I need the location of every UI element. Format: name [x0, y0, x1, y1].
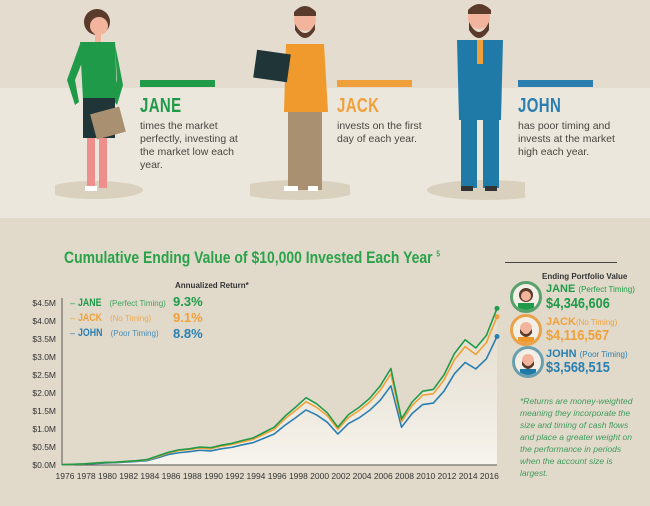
y-tick-label: $4.5M	[32, 298, 56, 308]
x-tick-label: 2006	[374, 471, 393, 481]
panel-divider	[505, 262, 617, 263]
x-tick-label: 1978	[77, 471, 96, 481]
x-tick-label: 2016	[480, 471, 499, 481]
y-tick-label: $1.5M	[32, 406, 56, 416]
legend-jack-name: JACK	[77, 312, 102, 324]
jane-color-bar	[140, 80, 215, 87]
y-tick-label: $2.0M	[32, 388, 56, 398]
jack-illustration	[250, 6, 350, 200]
jack-ending-value: $4,116,567	[546, 327, 610, 344]
legend-john-label: (Poor Timing)	[110, 329, 159, 338]
x-tick-label: 1984	[140, 471, 159, 481]
john-return: 8.8%	[173, 326, 203, 341]
john-ending-value: $3,568,515	[546, 359, 610, 376]
jane-ending-name: JANE (Perfect Timing)	[546, 283, 635, 295]
annualized-return-header: Annualized Return*	[175, 281, 249, 290]
jack-avatar	[510, 314, 542, 346]
end-point-john	[494, 333, 500, 339]
jack-return: 9.1%	[173, 310, 203, 325]
jane-avatar	[510, 281, 542, 313]
john-avatar	[512, 346, 544, 378]
john-ending-name-text: JOHN	[546, 348, 577, 360]
jane-ending-value: $4,346,606	[546, 295, 610, 312]
title-footnote-marker: 5	[436, 249, 441, 259]
returns-footnote: *Returns are money-weighted meaning they…	[520, 396, 633, 478]
x-tick-label: 1992	[225, 471, 244, 481]
x-tick-label: 1994	[247, 471, 266, 481]
y-tick-label: $0.0M	[32, 460, 56, 470]
x-tick-label: 1996	[268, 471, 287, 481]
chart-title: Cumulative Ending Value of $10,000 Inves…	[64, 248, 440, 268]
x-tick-label: 2014	[459, 471, 478, 481]
y-tick-label: $1.0M	[32, 424, 56, 434]
legend-jane: – JANE (Perfect Timing)	[70, 297, 166, 309]
jack-ending-name: JACK(No Timing)	[546, 316, 617, 328]
john-name: JOHN	[518, 95, 562, 117]
y-tick-label: $2.5M	[32, 370, 56, 380]
x-tick-label: 2000	[310, 471, 329, 481]
chart-title-text: Cumulative Ending Value of $10,000 Inves…	[64, 248, 433, 267]
ending-value-header: Ending Portfolio Value	[542, 272, 628, 281]
legend-john-name: JOHN	[77, 327, 102, 339]
jack-name: JACK	[337, 95, 380, 117]
jane-name: JANE	[140, 95, 182, 117]
y-tick-label: $3.5M	[32, 334, 56, 344]
legend-jack-label: (No Timing)	[109, 314, 152, 323]
john-color-bar	[518, 80, 593, 87]
jane-ending-name-text: JANE	[546, 283, 576, 295]
jack-ending-label: (No Timing)	[575, 318, 618, 327]
john-ending-label: (Poor Timing)	[579, 350, 628, 359]
x-tick-label: 2012	[437, 471, 456, 481]
legend-jane-label: (Perfect Timing)	[109, 299, 166, 308]
john-description: has poor timing and invests at the marke…	[518, 120, 615, 158]
jack-color-bar	[337, 80, 412, 87]
legend-john: – JOHN (Poor Timing)	[70, 327, 159, 339]
x-tick-label: 1980	[98, 471, 117, 481]
jane-description: times the market perfectly, investing at…	[140, 120, 238, 171]
x-tick-label: 1988	[183, 471, 202, 481]
series-line-jane	[61, 308, 498, 466]
jack-description: invests on the first day of each year.	[337, 120, 422, 145]
end-point-jack	[494, 314, 500, 320]
y-tick-label: $3.0M	[32, 352, 56, 362]
jack-ending-name-text: JACK	[546, 316, 576, 328]
end-point-jane	[494, 305, 500, 311]
area-fill	[62, 308, 497, 465]
x-tick-label: 1976	[56, 471, 75, 481]
x-tick-label: 2008	[395, 471, 414, 481]
x-tick-label: 1982	[119, 471, 138, 481]
jane-return: 9.3%	[173, 294, 203, 309]
x-tick-label: 2010	[416, 471, 435, 481]
john-ending-name: JOHN (Poor Timing)	[546, 348, 628, 360]
y-tick-label: $0.5M	[32, 442, 56, 452]
x-tick-label: 2004	[353, 471, 372, 481]
y-tick-label: $4.0M	[32, 316, 56, 326]
x-tick-label: 1990	[204, 471, 223, 481]
legend-jane-name: JANE	[77, 297, 101, 309]
john-illustration	[427, 4, 525, 200]
jane-ending-label: (Perfect Timing)	[578, 285, 635, 294]
x-tick-label: 1998	[289, 471, 308, 481]
x-tick-label: 1986	[162, 471, 181, 481]
legend-jack: – JACK (No Timing)	[70, 312, 152, 324]
jane-illustration	[55, 9, 143, 199]
x-tick-label: 2002	[331, 471, 350, 481]
